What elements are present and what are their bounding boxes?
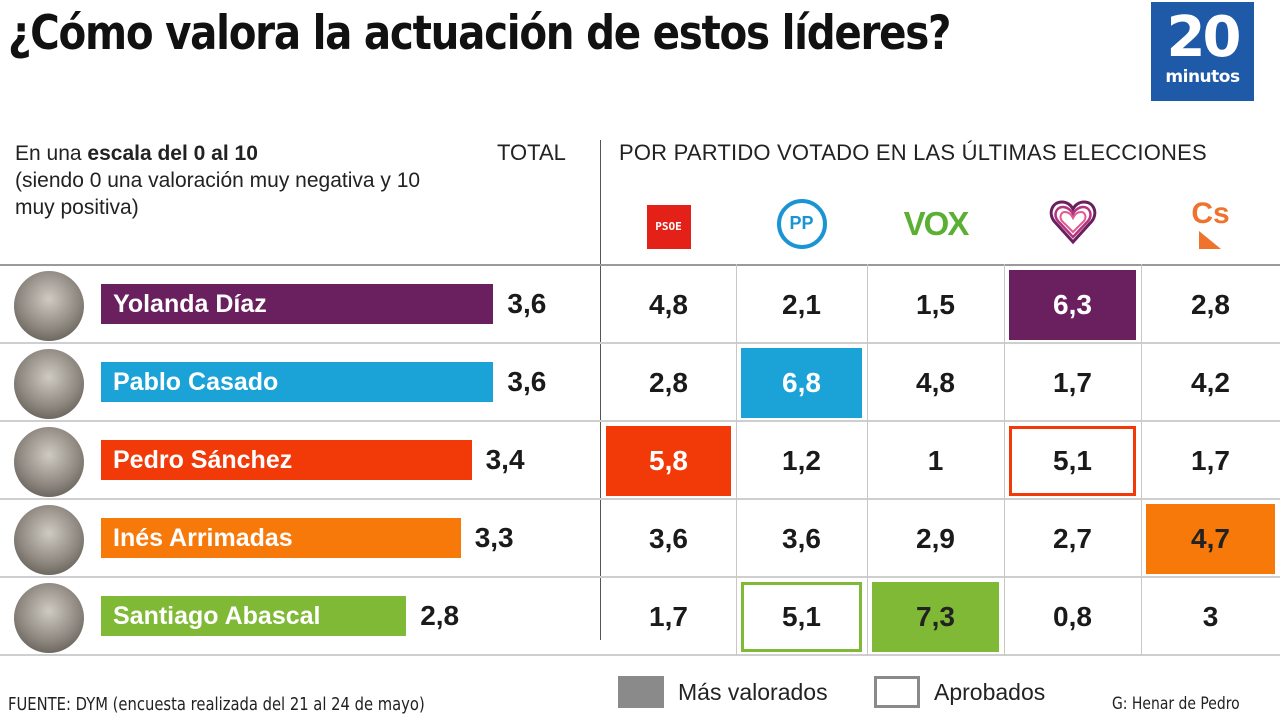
outline-swatch-icon [874, 676, 920, 708]
most-valued-cell: 4,7 [1146, 504, 1275, 574]
total-bar: Santiago Abascal [101, 596, 407, 636]
most-valued-cell: 7,3 [872, 582, 999, 652]
total-value: 2,8 [420, 600, 460, 631]
most-valued-cell: 6,8 [741, 348, 862, 418]
party-rating-cell: 1,7 [649, 601, 688, 632]
leader-photo [14, 349, 84, 419]
graphic-credit: G: Henar de Pedro [1112, 694, 1240, 714]
subtitle-rest: (siendo 0 una valoración muy negativa y … [15, 169, 421, 219]
filled-swatch-icon [618, 676, 664, 708]
leader-photo [14, 427, 84, 497]
psoe-logo-icon: PSOE [601, 186, 736, 261]
column-divider [867, 264, 868, 656]
party-rating-cell: 2,8 [649, 367, 688, 398]
total-value: 3,3 [474, 522, 514, 553]
legend-most-valued: Más valorados [618, 676, 828, 708]
party-rating-cell: 1,2 [782, 445, 821, 476]
leader-name: Pedro Sánchez [113, 446, 293, 474]
most-valued-cell: 5,8 [606, 426, 731, 496]
total-value: 3,6 [507, 288, 547, 319]
party-logos: PSOE PP VOX Cs [601, 186, 1280, 261]
party-rating-cell: 3 [1202, 601, 1219, 632]
legend-label-approved: Aprobados [934, 678, 1046, 705]
party-rating-cell: 4,8 [649, 289, 688, 320]
leader-photo [14, 583, 84, 653]
row-divider [0, 342, 1280, 344]
party-rating-cell: 3,6 [649, 523, 688, 554]
total-bar: Inés Arrimadas [101, 518, 461, 558]
party-rating-cell: 4,8 [916, 367, 955, 398]
leader-row: Pablo Casado 3,6 2,8 6,8 4,8 1,7 4,2 [0, 344, 1280, 422]
total-bar: Pedro Sánchez [101, 440, 472, 480]
approved-cell: 5,1 [1009, 426, 1136, 496]
source-note: FUENTE: DYM (encuesta realizada del 21 a… [8, 694, 425, 715]
row-divider [0, 264, 1280, 266]
party-rating-cell: 3,6 [782, 523, 821, 554]
total-value: 3,4 [485, 444, 525, 475]
scale-description: En una escala del 0 al 10 (siendo 0 una … [15, 140, 435, 221]
party-rating-cell: 1,7 [1053, 367, 1092, 398]
column-divider [736, 264, 737, 656]
ciudadanos-logo-icon: Cs [1141, 186, 1280, 261]
row-divider [0, 420, 1280, 422]
total-bar: Pablo Casado [101, 362, 494, 402]
row-divider [0, 654, 1280, 656]
column-divider [1141, 264, 1142, 656]
party-rating-cell: 2,1 [782, 289, 821, 320]
most-valued-cell: 6,3 [1009, 270, 1136, 340]
unidas-podemos-heart-icon [1004, 186, 1141, 261]
vox-logo-icon: VOX [903, 204, 970, 242]
leader-row: Yolanda Díaz 3,6 4,8 2,1 1,5 6,3 2,8 [0, 266, 1280, 344]
total-column-header: TOTAL [497, 140, 566, 165]
subtitle-prefix: En una [15, 142, 88, 165]
party-rating-cell: 1,5 [916, 289, 955, 320]
party-rating-cell: 1,7 [1191, 445, 1230, 476]
20minutos-logo: 20 minutos [1151, 2, 1254, 101]
legend-label-most-valued: Más valorados [678, 678, 828, 705]
leader-name: Santiago Abascal [113, 602, 321, 630]
leader-name: Inés Arrimadas [113, 524, 293, 552]
leader-row: Inés Arrimadas 3,3 3,6 3,6 2,9 2,7 4,7 [0, 500, 1280, 578]
column-divider [600, 140, 601, 640]
party-rating-cell: 2,9 [916, 523, 955, 554]
party-rating-cell: 2,7 [1053, 523, 1092, 554]
total-bar: Yolanda Díaz [101, 284, 494, 324]
leader-name: Pablo Casado [113, 368, 279, 396]
party-rating-cell: 4,2 [1191, 367, 1230, 398]
logo-number: 20 [1166, 5, 1242, 70]
party-rating-cell: 0,8 [1053, 601, 1092, 632]
logo-word: minutos [1165, 67, 1240, 87]
legend-approved: Aprobados [874, 676, 1045, 708]
column-divider [1004, 264, 1005, 656]
leader-photo [14, 271, 84, 341]
approved-cell: 5,1 [741, 582, 862, 652]
leader-row: Pedro Sánchez 3,4 5,8 1,2 1 5,1 1,7 [0, 422, 1280, 500]
total-value: 3,6 [507, 366, 547, 397]
leader-row: Santiago Abascal 2,8 1,7 5,1 7,3 0,8 3 [0, 578, 1280, 656]
leader-name: Yolanda Díaz [113, 290, 267, 318]
page-title: ¿Cómo valora la actuación de estos líder… [8, 6, 951, 61]
row-divider [0, 498, 1280, 500]
pp-logo-icon: PP [736, 186, 867, 261]
leader-photo [14, 505, 84, 575]
party-rating-cell: 1 [927, 445, 944, 476]
party-rating-cell: 2,8 [1191, 289, 1230, 320]
party-column-header: POR PARTIDO VOTADO EN LAS ÚLTIMAS ELECCI… [619, 140, 1207, 165]
row-divider [0, 576, 1280, 578]
subtitle-bold: escala del 0 al 10 [87, 142, 258, 165]
